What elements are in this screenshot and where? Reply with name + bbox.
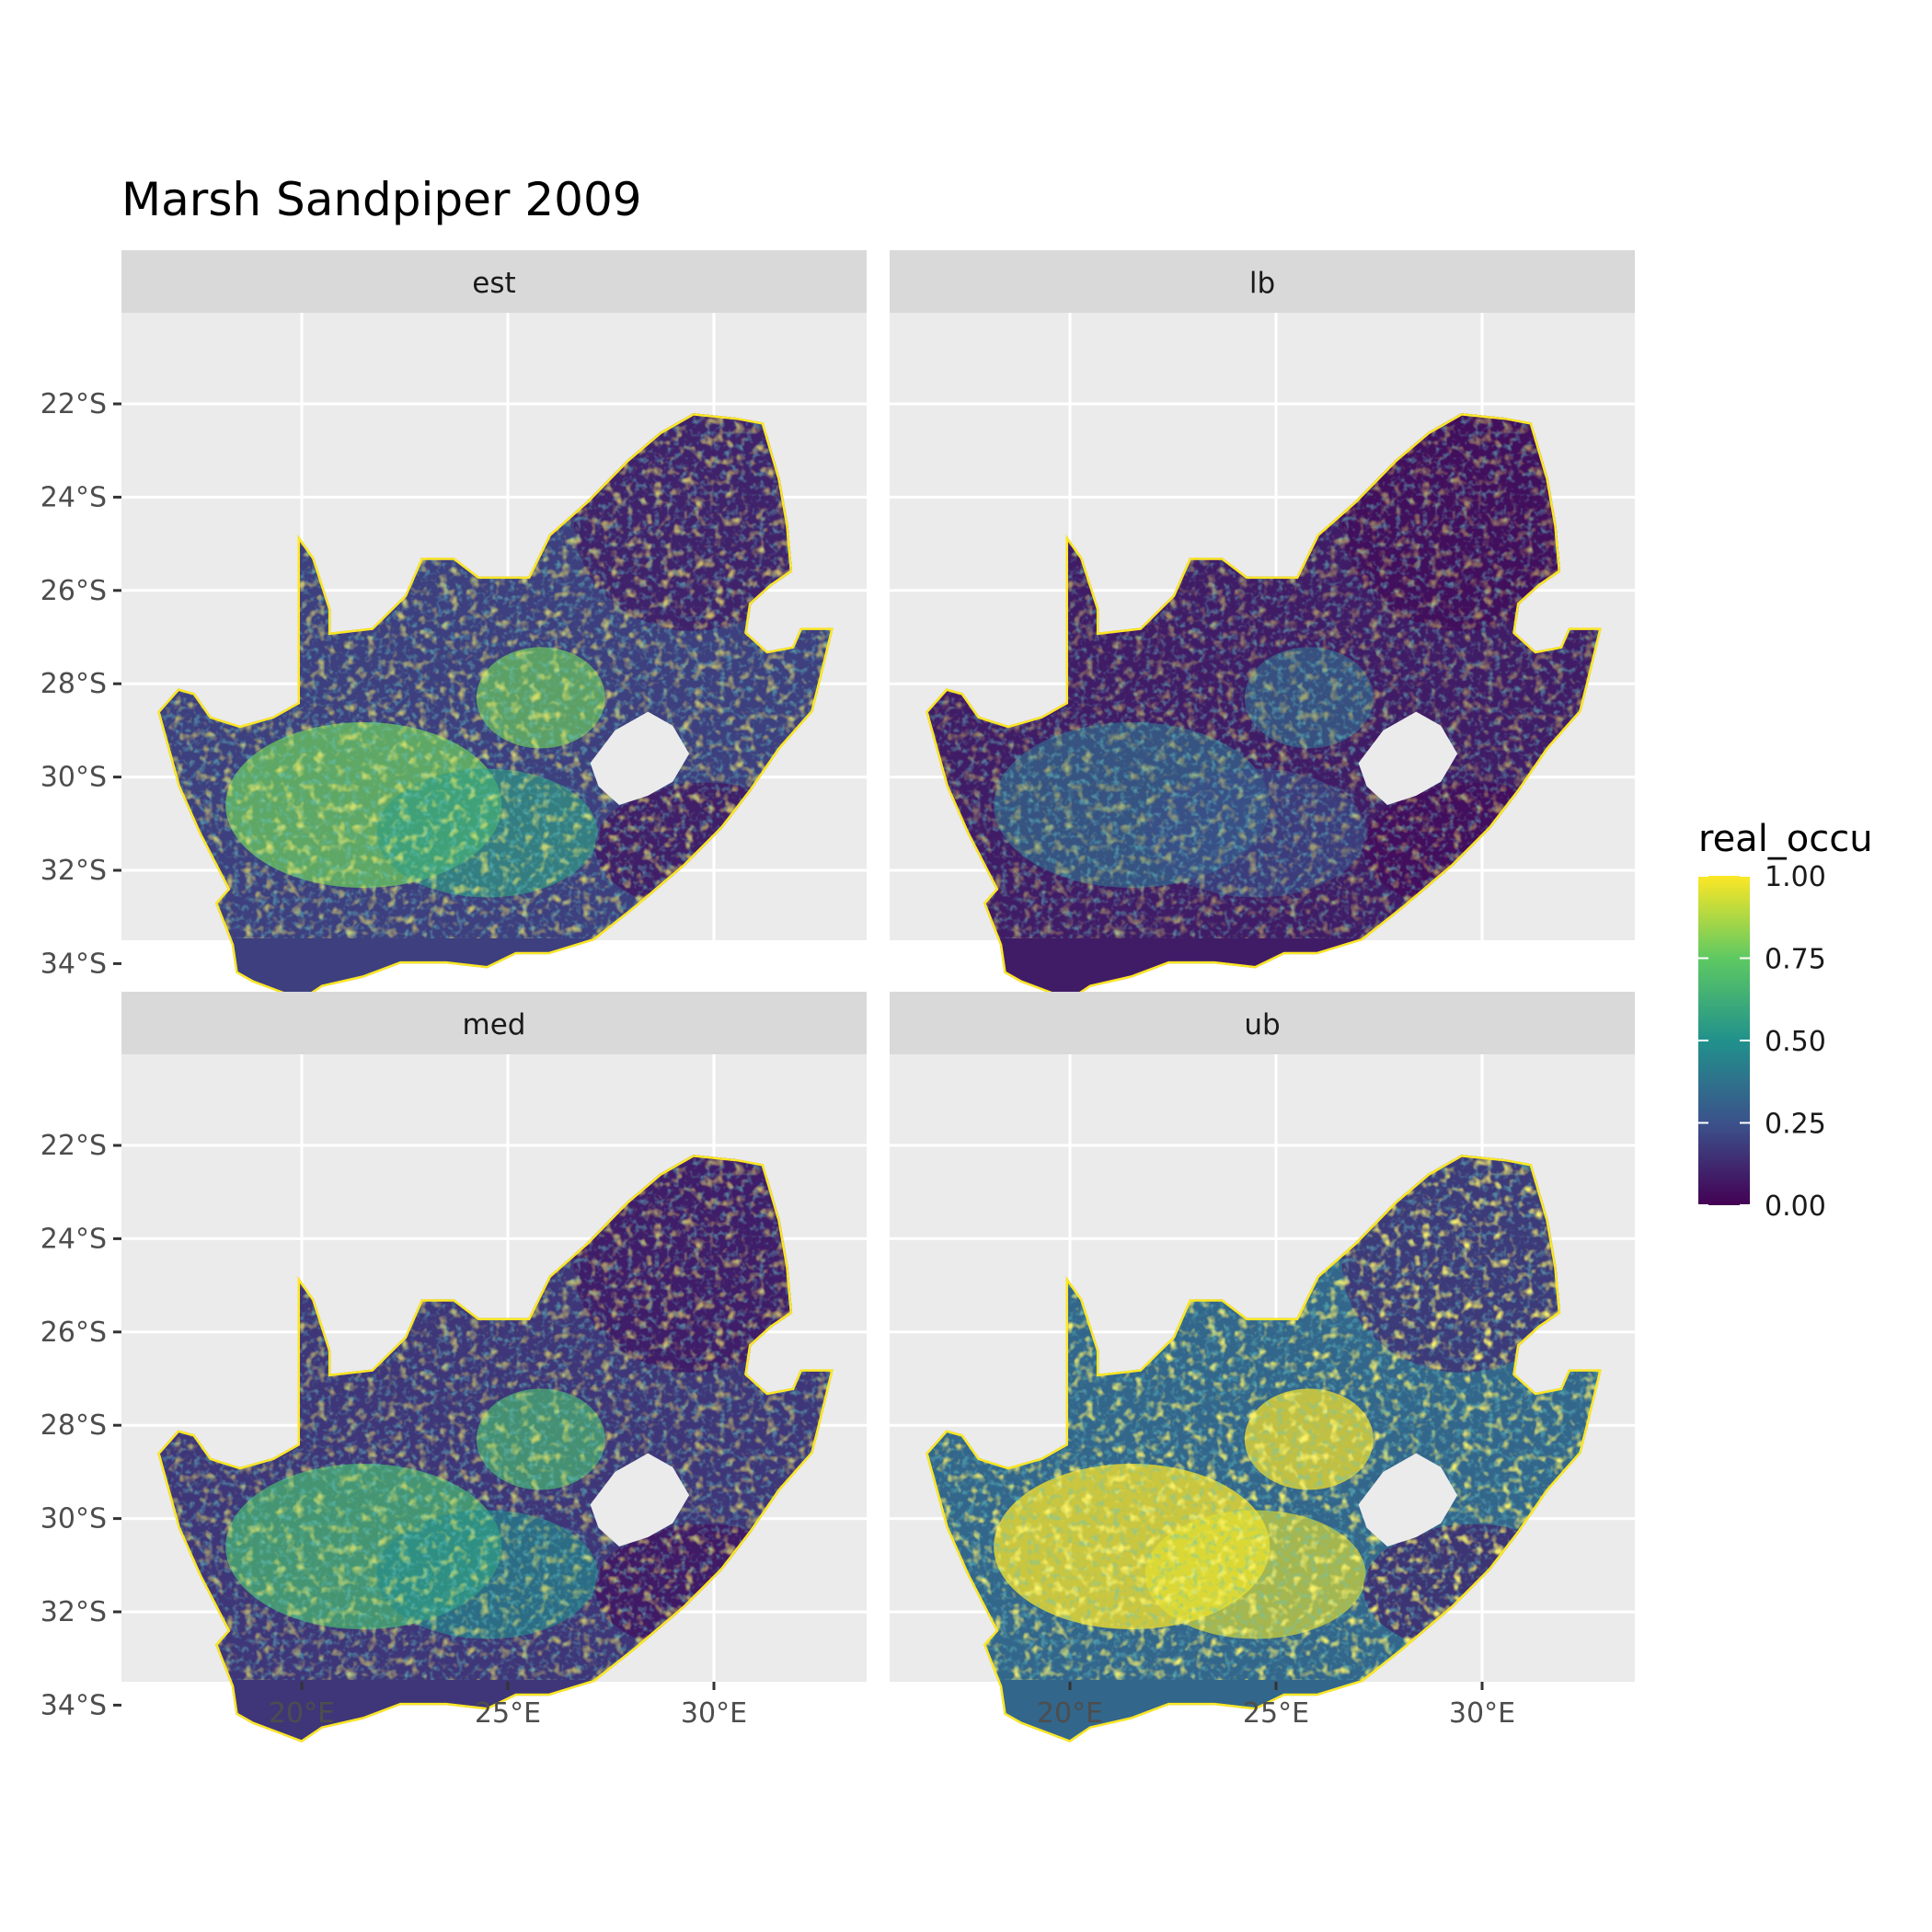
y-tick-label: 32°S (40, 855, 107, 887)
facet-strip-label: ub (1244, 1008, 1280, 1041)
lesotho-gap (1358, 711, 1458, 805)
x-tick-label: 25°E (1243, 1697, 1309, 1730)
legend-tick-label: 0.50 (1765, 1026, 1826, 1058)
facet-panel-est: est 22°S 24°S 26°S 28°S 30°S 32°S 34°S (40, 250, 867, 1002)
y-tick-label: 24°S (40, 481, 107, 513)
y-tick-label: 26°S (40, 1317, 107, 1349)
panel-plot-area (890, 313, 1635, 1002)
y-tick-label: 22°S (40, 388, 107, 420)
x-tick-label: 25°E (475, 1697, 541, 1730)
facet-strip (121, 250, 867, 313)
y-tick-label: 28°S (40, 668, 107, 700)
x-tick-label: 30°E (681, 1697, 747, 1730)
x-tick-label: 30°E (1449, 1697, 1515, 1730)
y-tick-label: 22°S (40, 1130, 107, 1162)
y-tick-label: 34°S (40, 1689, 107, 1721)
legend-tick-label: 0.75 (1765, 944, 1826, 976)
panel-plot-area: 22°S 24°S 26°S 28°S 30°S 32°S 34°S (40, 313, 867, 1002)
y-tick-label: 34°S (40, 948, 107, 980)
plot-title: Marsh Sandpiper 2009 (121, 173, 642, 226)
facet-panel-lb: lb (890, 250, 1635, 1002)
y-tick-label: 26°S (40, 575, 107, 607)
legend-title: real_occu (1698, 818, 1873, 860)
x-tick-label: 20°E (269, 1697, 335, 1730)
y-tick-label: 28°S (40, 1409, 107, 1442)
lesotho-gap (590, 711, 690, 805)
lesotho-gap (590, 1453, 690, 1547)
lesotho-gap (1358, 1453, 1458, 1547)
facet-strip-label: lb (1249, 267, 1275, 300)
y-tick-label: 30°S (40, 1503, 107, 1535)
panel-plot-area: 22°S 24°S 26°S 28°S 30°S 32°S 34°S 20°E 25°E 30°E (40, 1054, 867, 1743)
y-tick-label: 30°S (40, 762, 107, 794)
legend-tick-label: 1.00 (1765, 861, 1826, 893)
y-tick-label: 32°S (40, 1596, 107, 1628)
facet-strip-label: med (463, 1008, 526, 1041)
facet-panel-med: med 22°S 24°S 26°S 28°S 30°S 32°S 34°S 20°E 25°E 3… (40, 992, 867, 1743)
legend-tick-label: 0.00 (1765, 1190, 1826, 1223)
facet-panels: est 22°S 24°S 26°S 28°S 30°S 32°S 34°S lb med 22°S… (40, 250, 1635, 1743)
facet-strip (890, 992, 1635, 1054)
legend-tick-label: 0.25 (1765, 1109, 1826, 1141)
facet-strip (890, 250, 1635, 313)
panel-plot-area: 20°E 25°E 30°E (890, 1054, 1635, 1743)
legend-ticks: 1.00 0.75 0.50 0.25 0.00 (1698, 861, 1826, 1223)
facet-panel-ub: ub 20°E 25°E 30°E (890, 992, 1635, 1743)
color-legend: real_occu 1.00 0.75 0.50 0.25 0.00 (1698, 818, 1873, 1223)
facet-strip (121, 992, 867, 1054)
facet-strip-label: est (472, 267, 515, 300)
x-tick-label: 20°E (1037, 1697, 1103, 1730)
y-tick-label: 24°S (40, 1223, 107, 1255)
